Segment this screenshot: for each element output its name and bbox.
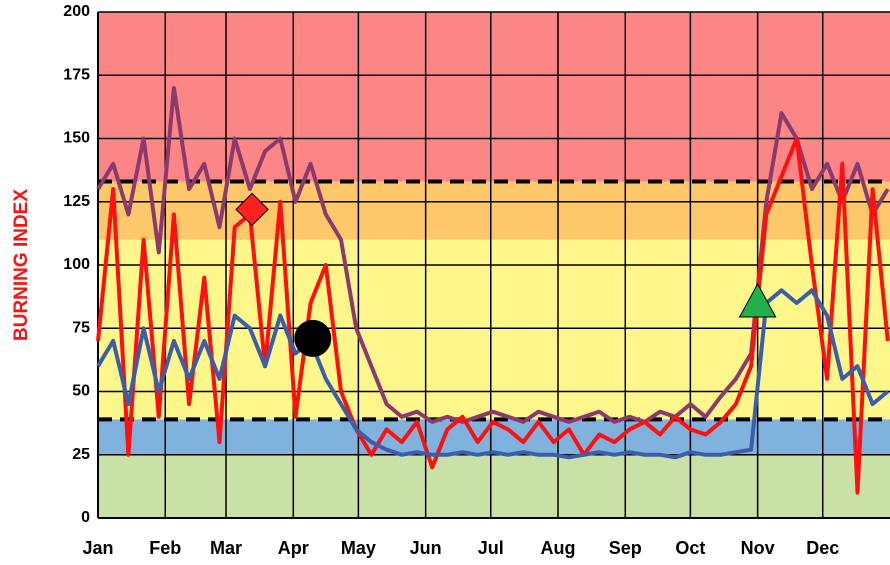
band	[98, 454, 890, 518]
y-tick-label: 100	[63, 256, 90, 273]
x-tick-label: Nov	[741, 538, 775, 558]
x-tick-label: Aug	[541, 538, 576, 558]
y-tick-label: 175	[63, 66, 90, 83]
y-tick-label: 200	[63, 3, 90, 20]
marker	[738, 282, 777, 318]
y-axis-label: BURNING INDEX	[11, 189, 32, 341]
y-tick-label: 50	[72, 383, 90, 400]
x-tick-label: Oct	[675, 538, 705, 558]
x-tick-label: Feb	[149, 538, 181, 558]
x-tick-label: Jan	[82, 538, 113, 558]
x-tick-label: Apr	[278, 538, 309, 558]
band	[98, 12, 890, 182]
marker	[235, 192, 269, 227]
x-tick-label: Jul	[478, 538, 504, 558]
x-tick-label: Mar	[210, 538, 242, 558]
series-line	[96, 288, 890, 460]
x-tick-label: Sep	[609, 538, 642, 558]
y-tick-label: 75	[72, 319, 90, 336]
x-tick-label: May	[341, 538, 376, 558]
y-tick-label: 150	[63, 130, 90, 147]
y-tick-label: 0	[81, 509, 90, 526]
x-tick-label: Jun	[410, 538, 442, 558]
marker	[294, 319, 332, 357]
y-tick-label: 125	[63, 193, 90, 210]
x-tick-label: Dec	[806, 538, 839, 558]
y-tick-label: 25	[72, 446, 90, 463]
